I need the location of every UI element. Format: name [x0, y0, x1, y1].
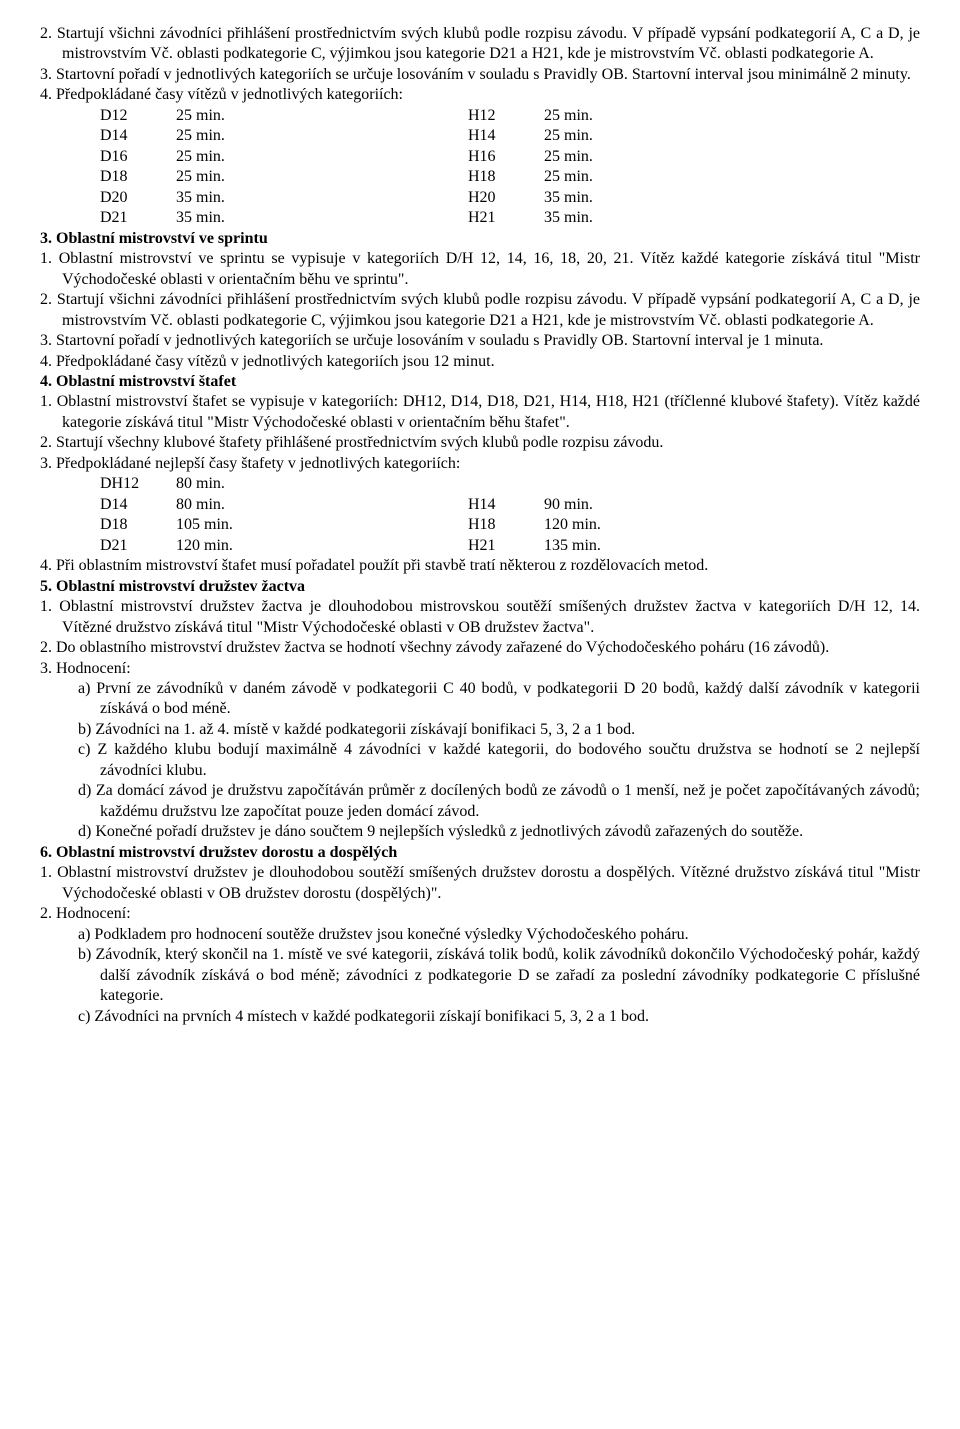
- s4-p3: 3. Předpokládané nejlepší časy štafety v…: [40, 454, 920, 474]
- table-row: D18 105 min. H18 120 min.: [100, 515, 660, 535]
- s5-c: c) Z každého klubu bodují maximálně 4 zá…: [40, 740, 920, 781]
- s3-title: 3. Oblastní mistrovství ve sprintu: [40, 229, 920, 249]
- s6-p2: 2. Hodnocení:: [40, 904, 920, 924]
- table-row: D16 25 min. H16 25 min.: [100, 147, 660, 167]
- s5-e: d) Konečné pořadí družstev je dáno součt…: [40, 822, 920, 842]
- cell-d-cat: D12: [100, 106, 176, 126]
- s3-p2: 2. Startují všichni závodníci přihlášení…: [40, 290, 920, 331]
- s3-p3: 3. Startovní pořadí v jednotlivých kateg…: [40, 331, 920, 351]
- s6-b: b) Závodník, který skončil na 1. místě v…: [40, 945, 920, 1006]
- s3-p1: 1. Oblastní mistrovství ve sprintu se vy…: [40, 249, 920, 290]
- table-row: D21 35 min. H21 35 min.: [100, 208, 660, 228]
- s4-p2: 2. Startují všechny klubové štafety přih…: [40, 433, 920, 453]
- s5-b: b) Závodníci na 1. až 4. místě v každé p…: [40, 720, 920, 740]
- table-row: D20 35 min. H20 35 min.: [100, 188, 660, 208]
- s6-c: c) Závodníci na prvních 4 místech v každ…: [40, 1007, 920, 1027]
- s2-times-body: D12 25 min. H12 25 min. D14 25 min. H14 …: [100, 106, 660, 229]
- s2-p4: 4. Předpokládané časy vítězů v jednotliv…: [40, 85, 920, 105]
- s5-p3: 3. Hodnocení:: [40, 659, 920, 679]
- s6-a: a) Podkladem pro hodnocení soutěže družs…: [40, 925, 920, 945]
- s6-title: 6. Oblastní mistrovství družstev dorostu…: [40, 843, 920, 863]
- s5-p2: 2. Do oblastního mistrovství družstev ža…: [40, 638, 920, 658]
- table-row: D14 25 min. H14 25 min.: [100, 126, 660, 146]
- s4-p4: 4. Při oblastním mistrovství štafet musí…: [40, 556, 920, 576]
- cell-d-val: 25 min.: [176, 106, 292, 126]
- table-row: D21 120 min. H21 135 min.: [100, 536, 660, 556]
- s5-a: a) První ze závodníků v daném závodě v p…: [40, 679, 920, 720]
- s4-times-body: DH12 80 min. D14 80 min. H14 90 min. D18…: [100, 474, 660, 556]
- table-row: D14 80 min. H14 90 min.: [100, 495, 660, 515]
- document-page: 2. Startují všichni závodníci přihlášení…: [0, 0, 960, 1067]
- s5-d: d) Za domácí závod je družstvu započítáv…: [40, 781, 920, 822]
- s5-p1: 1. Oblastní mistrovství družstev žactva …: [40, 597, 920, 638]
- cell-h-val: 25 min.: [544, 106, 660, 126]
- s3-p4: 4. Předpokládané časy vítězů v jednotliv…: [40, 352, 920, 372]
- s6-p1: 1. Oblastní mistrovství družstev je dlou…: [40, 863, 920, 904]
- s2-p3: 3. Startovní pořadí v jednotlivých kateg…: [40, 65, 920, 85]
- s4-times-table: DH12 80 min. D14 80 min. H14 90 min. D18…: [100, 474, 660, 556]
- table-row: D12 25 min. H12 25 min.: [100, 106, 660, 126]
- s2-p2: 2. Startují všichni závodníci přihlášení…: [40, 24, 920, 65]
- s4-p1: 1. Oblastní mistrovství štafet se vypisu…: [40, 392, 920, 433]
- s5-title: 5. Oblastní mistrovství družstev žactva: [40, 577, 920, 597]
- s2-times: D12 25 min. H12 25 min. D14 25 min. H14 …: [40, 106, 920, 229]
- table-row: DH12 80 min.: [100, 474, 660, 494]
- cell-h-cat: H12: [468, 106, 544, 126]
- s4-times: DH12 80 min. D14 80 min. H14 90 min. D18…: [40, 474, 920, 556]
- s2-times-table: D12 25 min. H12 25 min. D14 25 min. H14 …: [100, 106, 660, 229]
- table-row: D18 25 min. H18 25 min.: [100, 167, 660, 187]
- s4-title: 4. Oblastní mistrovství štafet: [40, 372, 920, 392]
